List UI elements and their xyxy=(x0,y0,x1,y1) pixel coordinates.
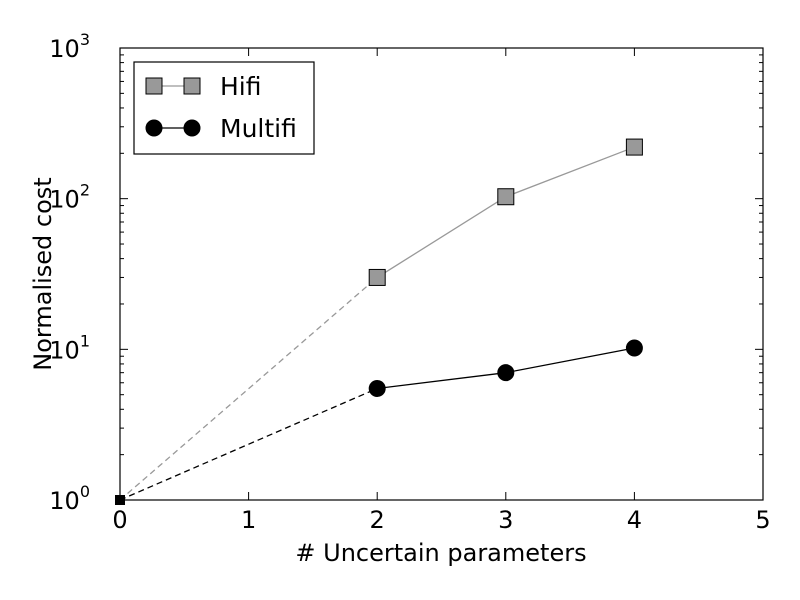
x-tick-label: 2 xyxy=(370,506,385,534)
legend-entry: Hifi xyxy=(145,72,262,101)
plot-frame xyxy=(119,47,764,501)
data-point xyxy=(368,379,386,397)
legend-marker xyxy=(145,119,163,137)
legend-label: Multifi xyxy=(220,114,297,143)
y-tick-label: 100 xyxy=(49,482,90,515)
y-axis-label: Normalised cost xyxy=(29,177,57,370)
x-tick-label: 5 xyxy=(755,506,770,534)
extrapolation-line xyxy=(119,387,378,501)
series-line xyxy=(376,146,635,278)
data-point xyxy=(497,364,515,382)
y-tick-label: 103 xyxy=(49,30,90,63)
data-point xyxy=(625,339,643,357)
legend: Hifi Multifi xyxy=(133,61,315,155)
extrapolation-line xyxy=(119,276,378,501)
legend-marker xyxy=(183,77,201,95)
legend-marker xyxy=(145,77,163,95)
x-tick-label: 4 xyxy=(627,506,642,534)
series-layer xyxy=(115,138,643,505)
x-tick-label: 1 xyxy=(241,506,256,534)
x-tick-label: 0 xyxy=(112,506,127,534)
legend-label: Hifi xyxy=(220,72,262,101)
series-multifi xyxy=(119,339,643,501)
legend-box xyxy=(133,61,315,155)
series-hifi xyxy=(119,138,643,501)
data-point xyxy=(368,268,386,286)
x-tick-label: 3 xyxy=(498,506,513,534)
legend-entry: Multifi xyxy=(145,114,297,143)
data-point xyxy=(625,138,643,156)
x-axis-label: # Uncertain parameters xyxy=(295,539,586,567)
legend-marker xyxy=(183,119,201,137)
data-point xyxy=(497,188,515,206)
